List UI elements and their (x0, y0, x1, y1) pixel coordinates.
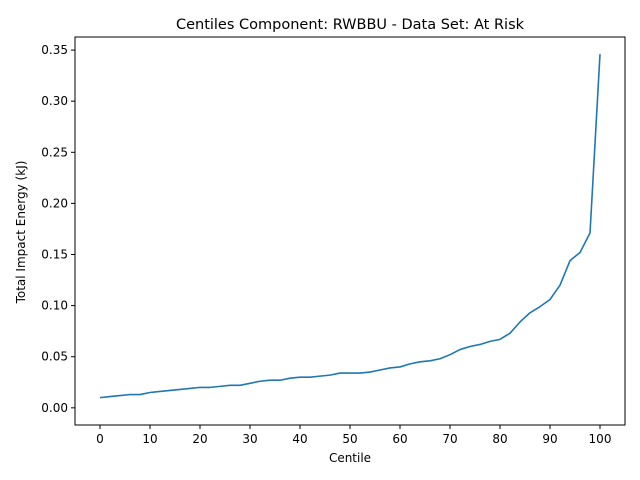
y-tick-label-0: 0.00 (41, 401, 68, 415)
y-tick-label-5: 0.25 (41, 145, 68, 159)
x-tick-label-9: 90 (542, 432, 557, 446)
x-tick-label-6: 60 (392, 432, 407, 446)
x-tick-label-8: 80 (492, 432, 507, 446)
y-tick-label-2: 0.10 (41, 299, 68, 313)
x-tick-label-7: 70 (442, 432, 457, 446)
y-tick-label-4: 0.20 (41, 196, 68, 210)
chart-title: Centiles Component: RWBBU - Data Set: At… (176, 17, 525, 33)
x-tick-label-5: 50 (342, 432, 357, 446)
x-tick-label-1: 10 (142, 432, 157, 446)
y-tick-label-6: 0.30 (41, 94, 68, 108)
x-tick-label-0: 0 (96, 432, 104, 446)
y-tick-label-7: 0.35 (41, 43, 68, 57)
x-tick-label-4: 40 (292, 432, 307, 446)
x-tick-label-3: 30 (242, 432, 257, 446)
x-axis-label: Centile (329, 451, 371, 465)
x-tick-label-2: 20 (192, 432, 207, 446)
y-tick-label-1: 0.05 (41, 350, 68, 364)
y-axis-label: Total Impact Energy (kJ) (14, 161, 28, 305)
x-tick-label-10: 100 (589, 432, 612, 446)
y-tick-label-3: 0.15 (41, 248, 68, 262)
series-line-0 (99, 54, 601, 399)
plot-area: 0 10 20 30 40 50 60 70 80 90 100 0.00 0.05 0.10 0.15 0.… (41, 36, 626, 446)
